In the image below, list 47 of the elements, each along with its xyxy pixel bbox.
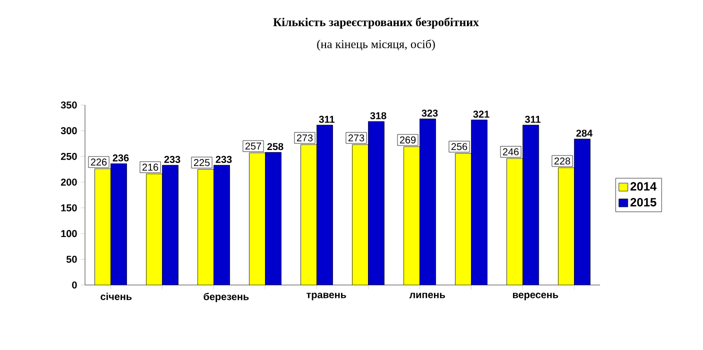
data-label: 246	[502, 148, 519, 156]
y-tick-label: 250	[60, 152, 77, 160]
data-label: 216	[142, 164, 158, 171]
bar	[471, 120, 488, 285]
data-label: 225	[194, 159, 210, 166]
data-label: 228	[554, 158, 570, 165]
bar	[316, 125, 333, 285]
data-label: 236	[112, 154, 129, 162]
legend-label: 2015	[630, 198, 656, 206]
y-tick-label: 150	[61, 204, 77, 212]
data-label: 269	[400, 136, 416, 144]
y-tick-label: 300	[60, 127, 77, 134]
bar	[110, 164, 127, 285]
data-label: 257	[245, 142, 262, 150]
data-label: 318	[370, 112, 386, 120]
y-tick-label: 100	[61, 230, 77, 238]
data-label: 226	[90, 158, 107, 166]
data-label: 311	[318, 116, 335, 123]
bar	[522, 125, 539, 285]
data-label: 311	[524, 116, 541, 123]
chart-title: Кількість зареєстрованих безробітних	[273, 18, 479, 29]
bar	[420, 118, 436, 285]
data-label: 273	[296, 134, 313, 142]
y-tick-label: 200	[60, 178, 77, 186]
x-tick-label: вересень	[512, 292, 558, 300]
x-tick-label: липень	[409, 292, 446, 298]
bar	[265, 152, 282, 285]
data-label: 321	[473, 110, 490, 118]
x-tick-label: березень	[204, 292, 249, 302]
x-tick-label: січень	[100, 292, 132, 300]
bar	[214, 165, 230, 285]
data-label: 284	[576, 130, 593, 137]
bar	[162, 165, 178, 285]
data-label: 323	[422, 110, 438, 117]
chart-subtitle: (на кінець місяця, осіб)	[317, 40, 435, 51]
bar	[574, 138, 590, 285]
y-tick-label: 350	[60, 101, 77, 109]
data-label: 233	[216, 156, 232, 163]
y-tick-label: 50	[66, 256, 77, 263]
data-label: 256	[451, 143, 468, 150]
x-tick-label: травень	[306, 292, 346, 300]
y-tick-label: 0	[72, 281, 77, 289]
bar	[368, 121, 384, 285]
data-label: 273	[348, 134, 364, 142]
data-label: 258	[267, 143, 284, 150]
legend-label: 2014	[630, 182, 657, 191]
data-label: 233	[164, 156, 180, 163]
